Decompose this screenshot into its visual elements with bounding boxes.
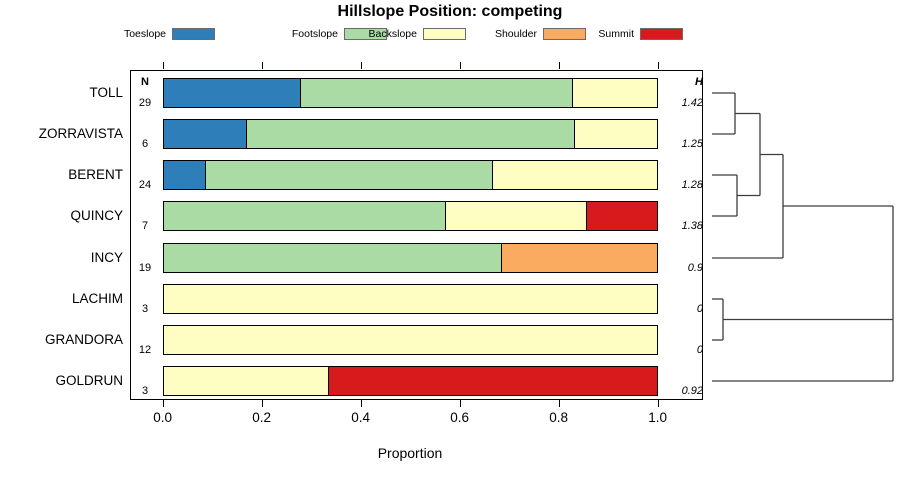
axis-tick — [360, 400, 362, 407]
n-value: 12 — [138, 343, 152, 356]
plot-area — [130, 70, 703, 400]
legend-item-toeslope: Toeslope — [42, 27, 215, 41]
bar-segment-backslope — [492, 161, 657, 190]
axis-tick — [459, 62, 461, 69]
n-value: 3 — [141, 384, 149, 397]
h-value: 0.92 — [681, 384, 703, 397]
row-label-lachim: LACHIM — [71, 290, 123, 306]
legend-label: Summit — [598, 28, 634, 40]
row-label-quincy: QUINCY — [70, 208, 123, 224]
legend-swatch-footslope — [344, 28, 387, 40]
h-value: 1.42 — [681, 97, 703, 109]
stacked-bar-zorravista — [162, 119, 658, 150]
x-axis-title: Proportion — [377, 445, 443, 461]
legend-swatch-toeslope — [172, 28, 215, 40]
axis-tick-label: 0.2 — [252, 410, 272, 425]
legend-item-footslope: Footslope — [214, 27, 387, 41]
axis-tick — [558, 400, 560, 407]
row-label-goldrun: GOLDRUN — [55, 372, 123, 388]
n-value: 7 — [141, 220, 149, 233]
stacked-bar-berent — [162, 160, 658, 191]
h-value: 0 — [696, 302, 703, 315]
legend-swatch-summit — [640, 28, 683, 40]
legend-label: Backslope — [368, 28, 417, 40]
axis-tick — [558, 62, 560, 69]
bar-segment-toeslope — [163, 161, 205, 190]
axis-tick-label: 1.0 — [648, 410, 668, 425]
legend-label: Shoulder — [494, 28, 537, 40]
axis-tick-label: 0.4 — [351, 410, 371, 425]
n-value: 29 — [138, 97, 152, 109]
bar-segment-backslope — [574, 120, 657, 149]
legend-item-shoulder: Shoulder — [413, 27, 586, 41]
bar-segment-summit — [327, 366, 657, 395]
bar-segment-summit — [586, 202, 657, 231]
bar-segment-backslope — [571, 79, 657, 107]
axis-tick — [459, 400, 461, 407]
stacked-bar-incy — [162, 242, 658, 273]
h-value: 1.38 — [681, 220, 703, 233]
row-label-toll: TOLL — [89, 85, 123, 100]
chart-title: Hillslope Position: competing — [337, 3, 563, 20]
bar-segment-toeslope — [163, 120, 247, 149]
stacked-bar-grandora — [162, 324, 658, 355]
bar-segment-shoulder — [500, 243, 657, 272]
legend-swatch-shoulder — [543, 28, 586, 40]
axis-tick — [657, 62, 659, 69]
bar-segment-backslope — [445, 202, 587, 231]
bar-segment-footslope — [163, 243, 501, 272]
n-column-header: N — [141, 76, 149, 88]
stacked-bar-goldrun — [162, 365, 658, 396]
bar-segment-footslope — [204, 161, 492, 190]
n-value: 19 — [138, 261, 152, 274]
legend-swatch-backslope — [423, 28, 466, 40]
legend-item-summit: Summit — [510, 27, 683, 41]
h-value: 0.9 — [687, 261, 703, 274]
axis-tick — [162, 62, 164, 69]
axis-tick — [360, 62, 362, 69]
axis-tick-label: 0.0 — [153, 410, 173, 425]
n-value: 3 — [141, 302, 149, 315]
row-label-incy: INCY — [90, 249, 123, 265]
bar-segment-footslope — [246, 120, 575, 149]
row-label-zorravista: ZORRAVISTA — [38, 126, 123, 142]
stacked-bar-toll — [162, 78, 658, 108]
stacked-bar-lachim — [162, 283, 658, 314]
axis-tick — [162, 400, 164, 407]
axis-tick-label: 0.6 — [450, 410, 470, 425]
axis-tick — [657, 400, 659, 407]
row-label-grandora: GRANDORA — [44, 331, 123, 347]
row-label-berent: BERENT — [68, 167, 123, 183]
bar-segment-footslope — [163, 202, 446, 231]
legend-label: Footslope — [291, 28, 338, 40]
bar-segment-backslope — [163, 325, 657, 354]
legend-label: Toeslope — [123, 28, 166, 40]
bar-segment-backslope — [163, 284, 657, 313]
h-column-header: H — [695, 76, 703, 88]
axis-tick — [261, 62, 263, 69]
axis-tick — [261, 400, 263, 407]
bar-segment-footslope — [299, 79, 572, 107]
h-value: 0 — [696, 343, 703, 356]
stacked-bar-quincy — [162, 201, 658, 232]
h-value: 1.28 — [681, 179, 703, 192]
axis-tick-label: 0.8 — [549, 410, 569, 425]
bar-segment-toeslope — [163, 79, 300, 107]
h-value: 1.25 — [681, 138, 703, 151]
n-value: 24 — [138, 179, 152, 192]
legend-item-backslope: Backslope — [293, 27, 466, 41]
n-value: 6 — [141, 138, 149, 151]
bar-segment-backslope — [163, 366, 328, 395]
